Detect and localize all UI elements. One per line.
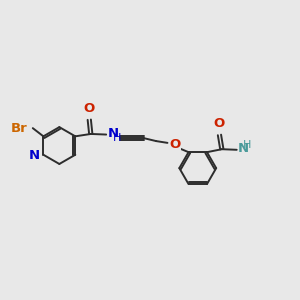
Text: H: H bbox=[243, 140, 252, 150]
Text: Br: Br bbox=[11, 122, 28, 135]
Text: N: N bbox=[238, 142, 249, 155]
Text: O: O bbox=[170, 138, 181, 151]
Text: N: N bbox=[107, 128, 118, 140]
Text: O: O bbox=[84, 102, 95, 115]
Text: O: O bbox=[213, 118, 224, 130]
Text: H: H bbox=[112, 133, 121, 142]
Text: N: N bbox=[29, 149, 40, 162]
